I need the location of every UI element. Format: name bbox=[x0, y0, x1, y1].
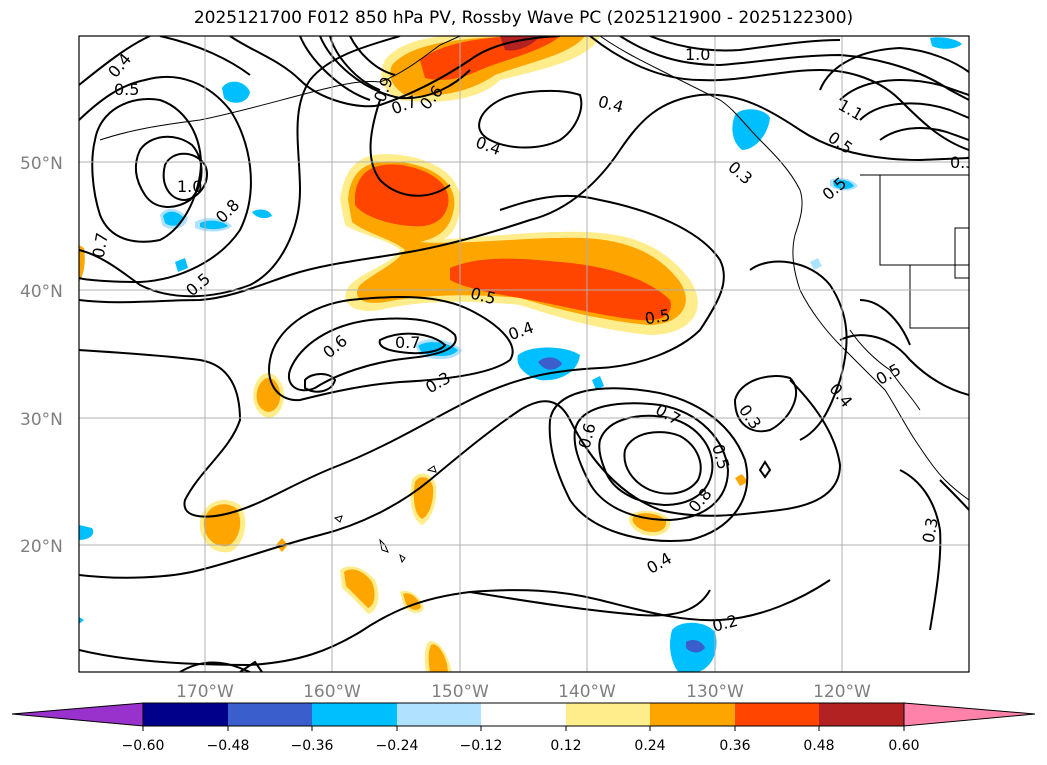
lon-label-120w: 120°W bbox=[813, 682, 871, 702]
colorbar-extend-min bbox=[11, 702, 144, 727]
contour-label: 1.0 bbox=[685, 45, 710, 64]
colorbar-tick-label: −0.60 bbox=[122, 738, 165, 754]
contour-label: 0.7 bbox=[89, 231, 112, 259]
colorbar-tick-label: −0.12 bbox=[460, 738, 503, 754]
colorbar-tick-label: 0.12 bbox=[550, 738, 581, 754]
lon-label-130w: 130°W bbox=[686, 682, 744, 702]
colorbar-tick-label: 0.60 bbox=[888, 738, 919, 754]
colorbar-segment bbox=[143, 703, 228, 726]
contour-label: 0.5 bbox=[643, 305, 671, 328]
lat-label-20n: 20°N bbox=[20, 537, 63, 557]
pv-contours bbox=[79, 36, 969, 672]
colorbar-segment bbox=[481, 703, 566, 726]
graticule bbox=[79, 36, 969, 672]
map-area: 0.4 0.5 0.9 0.7 0.6 1.0 0.4 0.4 0.3 0.5 … bbox=[79, 36, 975, 672]
plot-title: 2025121700 F012 850 hPa PV, Rossby Wave … bbox=[193, 8, 854, 28]
longitude-labels: 170°W 160°W 150°W 140°W 130°W 120°W bbox=[176, 682, 871, 702]
colorbar-segment bbox=[735, 703, 819, 726]
latitude-labels: 50°N 40°N 30°N 20°N bbox=[20, 154, 63, 557]
coastlines bbox=[99, 36, 969, 564]
colorbar-segment bbox=[312, 703, 397, 726]
colorbar-tick-label: 0.24 bbox=[634, 738, 665, 754]
lon-label-160w: 160°W bbox=[303, 682, 361, 702]
colorbar-segment bbox=[819, 703, 904, 726]
contour-label: 0.3 bbox=[919, 516, 942, 544]
map-frame bbox=[78, 35, 970, 673]
colorbar-tick-label: −0.36 bbox=[291, 738, 334, 754]
colorbar-tick-label: 0.36 bbox=[719, 738, 750, 754]
contour-label: 1.0 bbox=[177, 177, 202, 196]
colorbar-tick-label: 0.48 bbox=[803, 738, 834, 754]
lat-label-40n: 40°N bbox=[20, 282, 63, 302]
colorbar-tick-label: −0.24 bbox=[376, 738, 419, 754]
lon-label-170w: 170°W bbox=[176, 682, 234, 702]
lat-label-30n: 30°N bbox=[20, 410, 63, 430]
colorbar-segment bbox=[566, 703, 650, 726]
colorbar-segment bbox=[650, 703, 735, 726]
contour-label: 0.3 bbox=[950, 153, 975, 172]
lon-label-140w: 140°W bbox=[558, 682, 616, 702]
contour-label: 0.7 bbox=[395, 333, 420, 352]
colorbar-segment bbox=[228, 703, 312, 726]
colorbar-tick-label: −0.48 bbox=[207, 738, 250, 754]
lon-label-150w: 150°W bbox=[431, 682, 489, 702]
colorbar: −0.60 −0.48 −0.36 −0.24 −0.12 0.12 0.24 … bbox=[11, 702, 1036, 754]
negative-shading bbox=[79, 37, 962, 672]
contour-label: 0.5 bbox=[114, 80, 139, 99]
colorbar-segment bbox=[397, 703, 481, 726]
lat-label-50n: 50°N bbox=[20, 154, 63, 174]
colorbar-frame bbox=[142, 702, 905, 727]
colorbar-extend-max bbox=[903, 702, 1036, 727]
